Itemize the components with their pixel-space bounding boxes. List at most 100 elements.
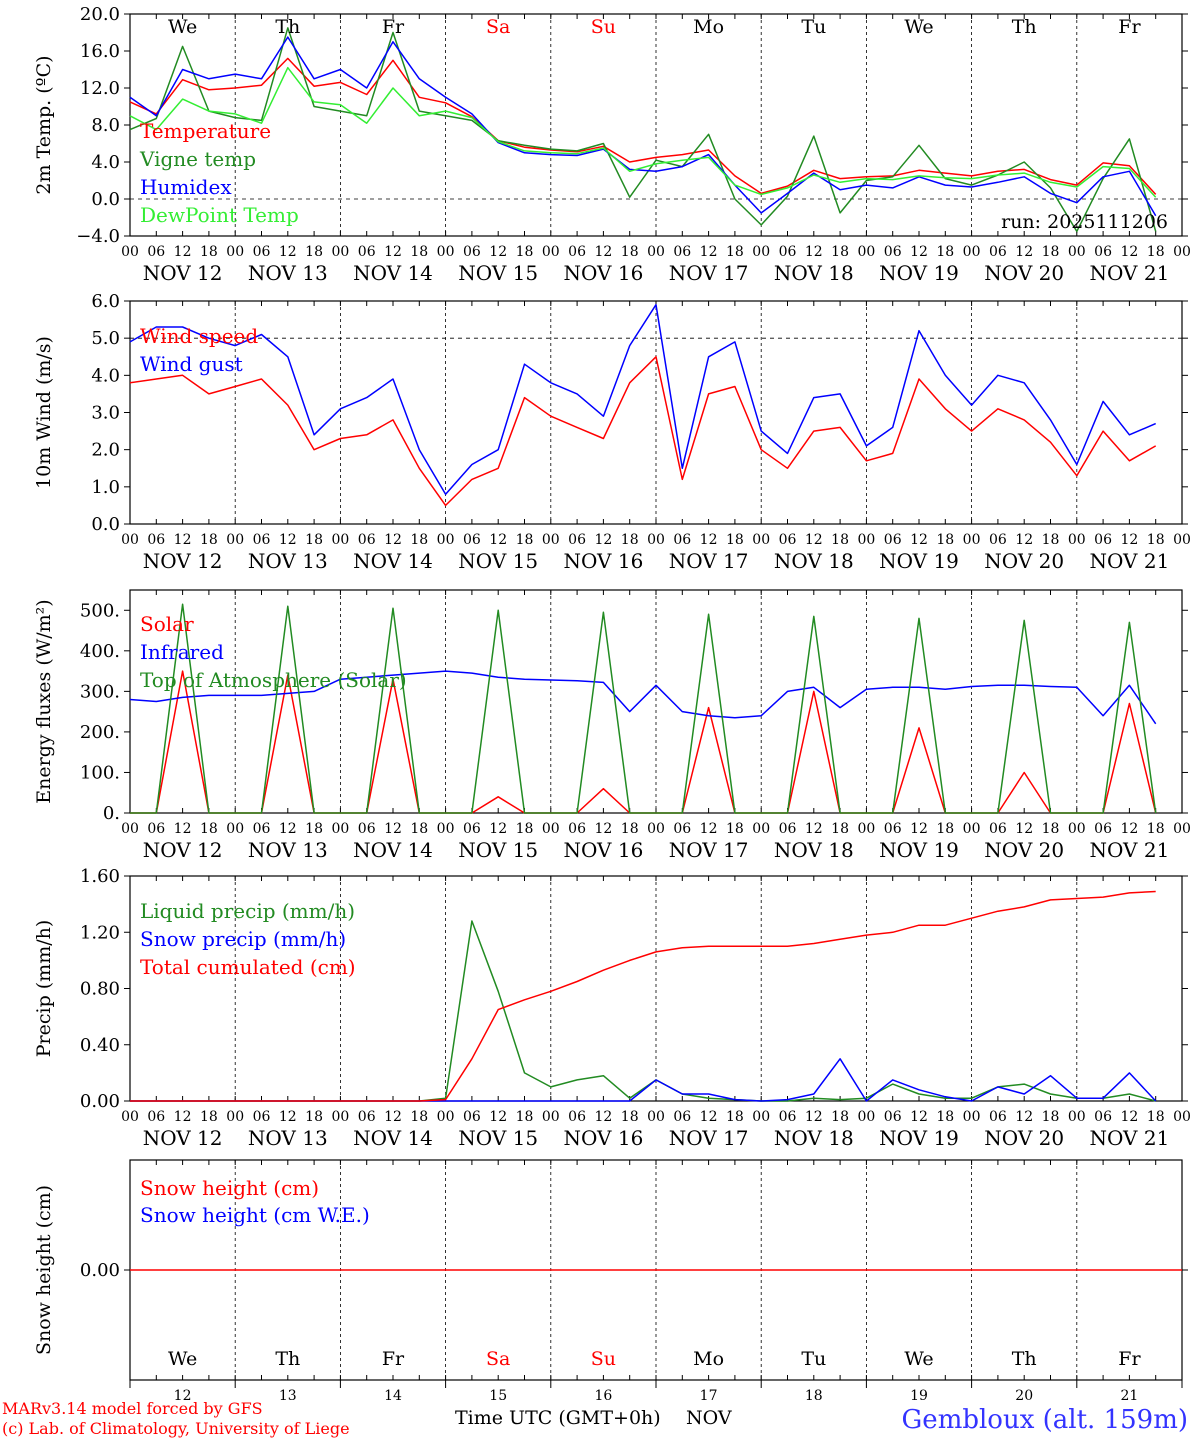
y-tick-label: 4.0 bbox=[91, 365, 120, 386]
hour-label: 18 bbox=[621, 532, 639, 548]
hour-label: 18 bbox=[1042, 244, 1060, 260]
hour-label: 00 bbox=[857, 1109, 875, 1125]
hour-label: 06 bbox=[673, 1109, 691, 1125]
date-label: NOV 17 bbox=[669, 549, 749, 573]
hour-label: 00 bbox=[542, 1109, 560, 1125]
hour-label: 06 bbox=[779, 244, 797, 260]
date-label: NOV 12 bbox=[143, 549, 223, 573]
legend-entry: Liquid precip (mm/h) bbox=[140, 899, 355, 923]
y-axis-title: 2m Temp. (ºC) bbox=[33, 55, 55, 194]
hour-label: 06 bbox=[989, 532, 1007, 548]
hour-label: 06 bbox=[568, 532, 586, 548]
y-tick-label: 4.0 bbox=[91, 152, 120, 173]
hour-label: 18 bbox=[1147, 532, 1165, 548]
hour-label: 06 bbox=[568, 1109, 586, 1125]
run-label: run: 2025111206 bbox=[1001, 211, 1168, 233]
y-tick-label: −4.0 bbox=[76, 226, 120, 247]
date-label: NOV 12 bbox=[143, 261, 223, 285]
hour-label: 12 bbox=[910, 821, 928, 837]
date-label: NOV 18 bbox=[774, 549, 854, 573]
hour-label: 00 bbox=[331, 821, 349, 837]
hour-label: 00 bbox=[752, 1109, 770, 1125]
hour-label: 00 bbox=[1068, 1109, 1086, 1125]
day-number: 15 bbox=[489, 1388, 507, 1404]
hour-label: 06 bbox=[147, 1109, 165, 1125]
hour-label: 12 bbox=[279, 244, 297, 260]
hour-label: 00 bbox=[331, 244, 349, 260]
hour-label: 12 bbox=[700, 1109, 718, 1125]
hour-label: 06 bbox=[673, 532, 691, 548]
hour-label: 18 bbox=[410, 1109, 428, 1125]
hour-label: 00 bbox=[647, 1109, 665, 1125]
hour-label: 12 bbox=[910, 1109, 928, 1125]
date-label: NOV 18 bbox=[774, 1126, 854, 1150]
hour-label: 12 bbox=[805, 1109, 823, 1125]
hour-label: 06 bbox=[463, 244, 481, 260]
hour-label: 06 bbox=[253, 244, 271, 260]
hour-label: 06 bbox=[568, 244, 586, 260]
series-line-humidex bbox=[129, 36, 1157, 217]
legend-entry: Wind gust bbox=[140, 352, 243, 376]
hour-label: 00 bbox=[1068, 821, 1086, 837]
date-label: NOV 17 bbox=[669, 261, 749, 285]
date-label: NOV 12 bbox=[143, 838, 223, 862]
y-tick-label: 0.0 bbox=[91, 189, 120, 210]
hour-label: 00 bbox=[857, 244, 875, 260]
hour-label: 18 bbox=[200, 821, 218, 837]
y-tick-label: 2.0 bbox=[91, 440, 120, 461]
hour-label: 12 bbox=[174, 532, 192, 548]
hour-label: 18 bbox=[305, 821, 323, 837]
hour-label: 00 bbox=[647, 821, 665, 837]
date-label: NOV 19 bbox=[879, 549, 959, 573]
hour-label: 12 bbox=[700, 821, 718, 837]
hour-label: 18 bbox=[621, 1109, 639, 1125]
day-abbr-top: Mo bbox=[693, 16, 724, 38]
hour-label: 12 bbox=[384, 1109, 402, 1125]
y-tick-label: 12.0 bbox=[80, 78, 120, 99]
hour-label: 18 bbox=[831, 244, 849, 260]
y-tick-label: 0. bbox=[103, 803, 120, 824]
hour-label: 12 bbox=[594, 532, 612, 548]
hour-label: 06 bbox=[358, 532, 376, 548]
series-line-top-of-atmosphere-solar bbox=[130, 603, 1157, 814]
hour-label: 12 bbox=[1015, 821, 1033, 837]
hour-label: 18 bbox=[726, 1109, 744, 1125]
y-tick-label: 1.20 bbox=[80, 922, 120, 943]
y-tick-label: 0.0 bbox=[91, 514, 120, 535]
legend-entry: Total cumulated (cm) bbox=[140, 955, 356, 979]
hour-label: 18 bbox=[1042, 532, 1060, 548]
hour-label: 12 bbox=[910, 532, 928, 548]
day-number: 13 bbox=[279, 1388, 297, 1404]
y-tick-label: 0.00 bbox=[80, 1260, 120, 1281]
legend-entry: Snow height (cm) bbox=[140, 1176, 319, 1200]
hour-label: 00 bbox=[857, 821, 875, 837]
date-label: NOV 15 bbox=[458, 838, 538, 862]
hour-label: 06 bbox=[779, 821, 797, 837]
hour-label: 12 bbox=[805, 244, 823, 260]
series-line-dewpoint-temp bbox=[129, 66, 1157, 198]
day-abbr-bottom: Th bbox=[1012, 1348, 1037, 1370]
hour-label: 12 bbox=[594, 1109, 612, 1125]
hour-label: 12 bbox=[174, 821, 192, 837]
date-label: NOV 19 bbox=[879, 261, 959, 285]
hour-label: 06 bbox=[147, 532, 165, 548]
credit-line-2: (c) Lab. of Climatology, University of L… bbox=[2, 1419, 350, 1438]
date-label: NOV 19 bbox=[879, 1126, 959, 1150]
date-label: NOV 14 bbox=[353, 549, 433, 573]
y-axis-title: Snow height (cm) bbox=[33, 1185, 55, 1355]
legend-entry: Top of Atmosphere (Solar) bbox=[140, 668, 407, 692]
date-label: NOV 15 bbox=[458, 549, 538, 573]
hour-label: 12 bbox=[805, 821, 823, 837]
hour-label: 18 bbox=[1147, 1109, 1165, 1125]
hour-label: 00 bbox=[437, 821, 455, 837]
hour-label: 18 bbox=[936, 821, 954, 837]
date-label: NOV 17 bbox=[669, 1126, 749, 1150]
hour-label: 06 bbox=[1094, 821, 1112, 837]
hour-label: 12 bbox=[594, 244, 612, 260]
hour-label: 12 bbox=[1120, 532, 1138, 548]
day-abbr-top: We bbox=[168, 16, 197, 38]
month-label: NOV bbox=[686, 1407, 732, 1429]
hour-label: 18 bbox=[831, 532, 849, 548]
date-label: NOV 21 bbox=[1090, 261, 1170, 285]
legend-entry: Snow precip (mm/h) bbox=[140, 927, 346, 951]
